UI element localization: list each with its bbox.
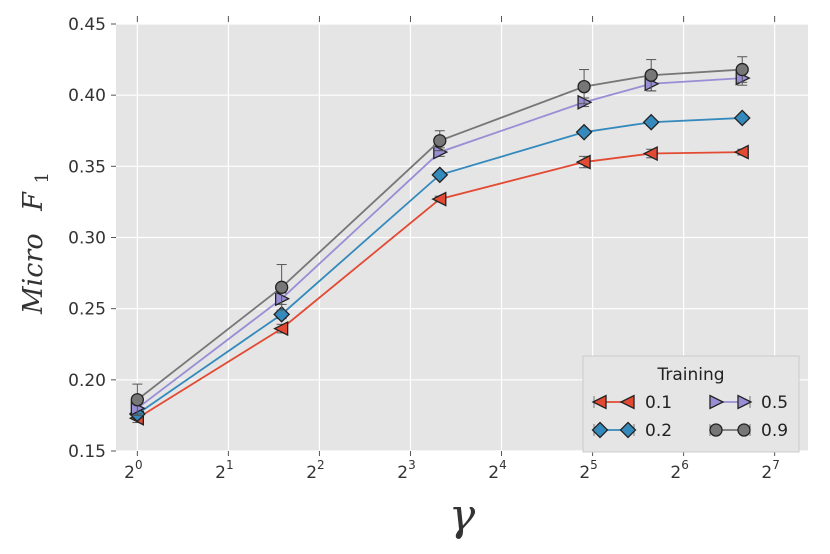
- x-tick-label: 22: [306, 458, 324, 483]
- data-point-0.2: [273, 305, 291, 323]
- x-tick-label: 27: [761, 458, 779, 483]
- legend-label-0.5: 0.5: [761, 393, 788, 413]
- grid: [116, 23, 808, 452]
- data-point-0.9: [644, 68, 658, 82]
- data-point-0.1: [642, 145, 658, 162]
- legend-label-0.1: 0.1: [645, 393, 672, 413]
- legend-marker: [591, 394, 607, 410]
- data-point-0.2: [733, 109, 751, 127]
- legend-marker: [737, 423, 751, 437]
- data-point-0.9: [735, 62, 749, 77]
- data-point-0.2: [575, 123, 593, 141]
- legend-label-0.2: 0.2: [645, 421, 672, 441]
- data-point-0.9: [577, 79, 591, 94]
- data-point-0.9: [130, 393, 144, 407]
- tick-labels: 0.15 0.20 0.25 0.30 0.35 0.40 0.45 20 21 22 23 24 25…: [68, 15, 780, 483]
- data-point-0.1: [575, 154, 591, 170]
- series: [128, 56, 751, 426]
- legend-marker: [591, 421, 609, 439]
- y-axis-title-micro: Micro: [18, 233, 49, 315]
- data-point-0.1: [733, 144, 749, 160]
- data-point-0.2: [642, 113, 660, 131]
- x-tick-label: 21: [215, 458, 233, 483]
- axis-ticks: [111, 16, 776, 456]
- y-tick-label: 0.20: [68, 371, 106, 391]
- x-tick-label: 25: [579, 458, 597, 483]
- legend-label-0.9: 0.9: [761, 421, 788, 441]
- y-axis-title-f: F: [18, 191, 49, 212]
- legend-box: [582, 355, 800, 453]
- series-line-0.1: [136, 151, 743, 420]
- x-tick-label: 20: [124, 458, 142, 483]
- y-tick-label: 0.40: [68, 86, 106, 106]
- y-tick-label: 0.15: [68, 442, 106, 462]
- data-point-0.1: [273, 321, 289, 337]
- data-point-0.2: [431, 166, 449, 184]
- x-tick-label: 26: [670, 458, 688, 483]
- legend-marker: [709, 423, 723, 437]
- series-line-0.5: [136, 77, 743, 410]
- data-point-0.9: [274, 280, 289, 294]
- y-tick-label: 0.35: [68, 157, 106, 177]
- legend-marker: [737, 394, 753, 410]
- y-axis-title: Micro F 1: [18, 172, 53, 315]
- y-tick-label: 0.30: [68, 229, 106, 249]
- legend-marker: [709, 394, 725, 410]
- series-line-0.2: [136, 117, 743, 415]
- series-0.9: [130, 56, 749, 416]
- legend-entry-0.9: 0.9: [709, 421, 788, 441]
- data-point-0.1: [431, 191, 447, 207]
- x-tick-label: 24: [488, 458, 506, 483]
- legend-entries: 0.1 0.2 0.5 0.9: [591, 393, 788, 441]
- x-axis-title: γ: [449, 490, 476, 541]
- legend-entry-0.1: 0.1: [591, 393, 672, 413]
- legend-title: Training: [656, 365, 724, 385]
- legend-marker: [619, 394, 635, 410]
- series-line-0.9: [136, 68, 743, 401]
- y-tick-label: 0.45: [68, 15, 106, 35]
- legend: Training 0.1 0.2 0.5 0.9: [582, 355, 800, 453]
- y-axis-title-sub: 1: [32, 172, 53, 183]
- y-tick-label: 0.25: [68, 300, 106, 320]
- legend-entry-0.2: 0.2: [591, 421, 672, 441]
- data-point-0.9: [433, 134, 447, 148]
- legend-marker: [619, 421, 637, 439]
- x-tick-label: 23: [397, 458, 415, 483]
- legend-entry-0.5: 0.5: [709, 393, 788, 413]
